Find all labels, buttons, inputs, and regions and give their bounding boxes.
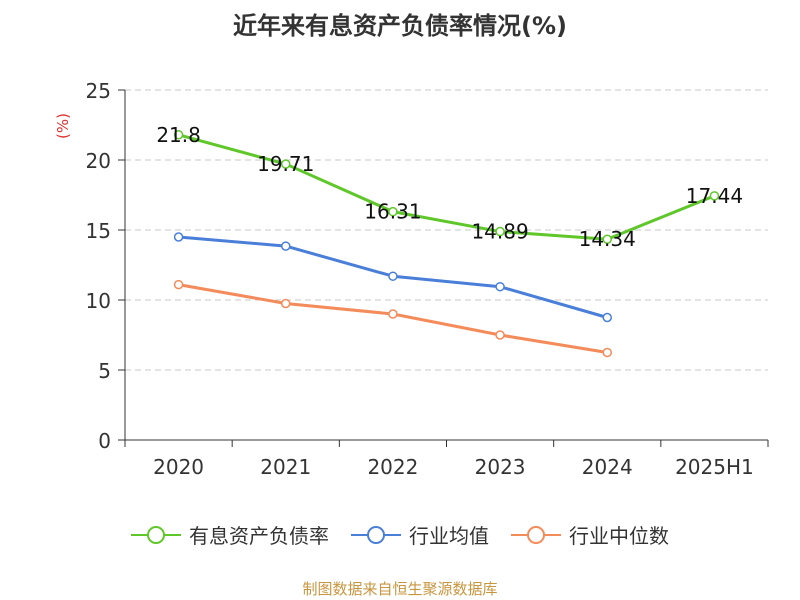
data-point [173,279,184,290]
data-label: 19.71 [257,152,314,176]
data-point [495,281,505,292]
data-point [602,347,612,358]
x-tick-label: 2021 [260,455,311,479]
x-tick-label: 2023 [475,455,526,479]
data-point [388,271,398,281]
legend-marker-orange [511,525,561,544]
data-point [173,232,184,242]
legend-label: 行业中位数 [569,524,669,548]
y-axis-label: (%) [54,113,72,139]
legend-item-industry-mean[interactable]: 行业均值 [351,520,489,549]
data-point [602,234,612,244]
grid-lines [125,89,768,371]
legend-marker-blue [351,525,401,544]
data-point [281,298,291,309]
data-point [602,312,612,323]
y-tick-label: 15 [86,219,111,243]
x-tick-label: 2022 [367,455,418,479]
y-tick-label: 10 [86,289,111,313]
legend-item-industry-median[interactable]: 行业中位数 [511,520,669,549]
data-point [388,206,398,217]
data-source: 制图数据来自恒生聚源数据库 [302,580,498,598]
x-tick-label: 2020 [153,455,204,479]
axes: 0 5 10 15 20 25 2020 2021 2022 2023 2024 2025H1 [86,79,769,479]
data-label: 14.89 [471,220,528,244]
data-label: 16.31 [364,200,421,224]
data-point [709,191,720,201]
legend-marker-green [131,525,181,544]
x-tick-label: 2025H1 [675,455,754,479]
data-label: 21.8 [156,123,201,147]
data-label: 14.34 [579,227,636,251]
data-point [281,241,291,251]
legend: 有息资产负债率 行业均值 行业中位数 [0,520,800,549]
legend-item-debt-ratio[interactable]: 有息资产负债率 [131,520,329,549]
data-labels-layer: 21.8 19.71 16.31 14.89 14.34 17.44 [156,123,743,251]
y-tick-label: 5 [98,359,111,383]
data-point [388,309,398,319]
x-tick-label: 2024 [582,455,633,479]
legend-label: 有息资产负债率 [189,524,329,548]
data-point [173,130,184,140]
chart-title: 近年来有息资产负债率情况(%) [233,12,567,40]
series-layer [173,130,720,358]
data-point [495,330,505,340]
series-line [177,133,716,241]
y-tick-label: 20 [86,149,111,173]
data-label: 17.44 [686,184,743,208]
data-point [495,226,505,237]
y-tick-label: 0 [98,429,111,453]
data-point [281,159,291,169]
legend-label: 行业均值 [409,524,489,548]
y-tick-label: 25 [86,79,111,103]
